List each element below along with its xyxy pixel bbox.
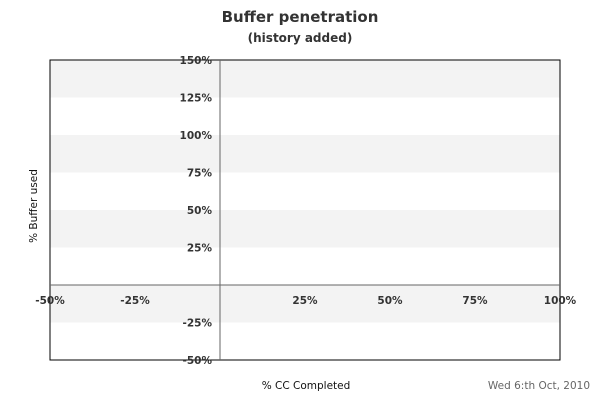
grid-band (50, 285, 560, 323)
y-tick-label: -25% (183, 318, 213, 330)
grid-bands (50, 60, 560, 323)
grid-band (50, 60, 560, 98)
y-tick-label: 75% (187, 168, 213, 180)
y-axis-ticks: 150% 125% 100% 75% 50% 25% -25% -50% (180, 55, 213, 367)
x-tick-label: 75% (462, 295, 488, 307)
x-tick-label: 100% (544, 295, 577, 307)
y-tick-label: 100% (180, 130, 213, 142)
y-tick-label: 150% (180, 55, 213, 67)
y-tick-label: 25% (187, 243, 213, 255)
y-tick-label: 50% (187, 205, 213, 217)
chart-date: Wed 6:th Oct, 2010 (488, 380, 590, 392)
x-tick-label: -50% (35, 295, 65, 307)
grid-band (50, 135, 560, 173)
y-tick-label: 125% (180, 93, 213, 105)
x-axis-ticks: -50% -25% 25% 50% 75% 100% (35, 295, 576, 307)
plot-frame (49, 59, 561, 361)
x-tick-label: 50% (377, 295, 403, 307)
x-tick-label: -25% (120, 295, 150, 307)
axes (49, 59, 561, 361)
y-tick-label: -50% (183, 355, 213, 367)
y-axis-label: % Buffer used (28, 169, 40, 243)
grid-band (50, 210, 560, 248)
chart-title: Buffer penetration (222, 8, 379, 26)
x-tick-label: 25% (292, 295, 318, 307)
x-axis-label: % CC Completed (262, 380, 351, 392)
chart-subtitle: (history added) (248, 31, 353, 45)
